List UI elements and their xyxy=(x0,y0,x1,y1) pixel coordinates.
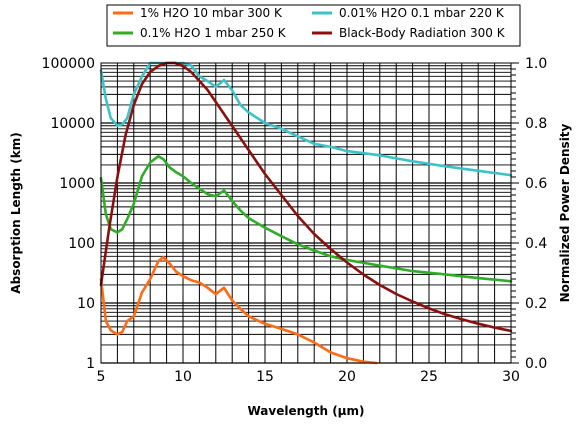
legend: 1% H2O 10 mbar 300 K 0.01% H2O 0.1 mbar 2… xyxy=(106,4,521,47)
x-tick-label: 5 xyxy=(97,369,106,385)
y-tick-label: 10 xyxy=(77,296,95,312)
legend-label: 0.1% H2O 1 mbar 250 K xyxy=(140,26,287,40)
y2-tick-label: 0.2 xyxy=(525,296,547,312)
tick-labels: 5 10 15 20 25 30 1 10 100 1000 10000 100000 0.0 0.2 0.… xyxy=(42,56,548,385)
series-line-1 xyxy=(99,255,378,365)
x-tick-label: 10 xyxy=(174,369,192,385)
y-tick-label: 10000 xyxy=(50,116,95,132)
x-tick-label: 20 xyxy=(338,369,356,385)
x-tick-label: 25 xyxy=(420,369,438,385)
y2-tick-label: 0.6 xyxy=(525,176,547,192)
y-tick-label: 1000 xyxy=(59,176,95,192)
y-tick-label: 100000 xyxy=(42,56,95,72)
legend-label: Black-Body Radiation 300 K xyxy=(339,26,506,40)
grid xyxy=(100,62,519,364)
series-line-2 xyxy=(99,61,513,177)
plot-frame xyxy=(100,62,512,364)
y-tick-label: 100 xyxy=(68,236,95,252)
legend-label: 0.01% H2O 0.1 mbar 220 K xyxy=(339,6,505,20)
x-tick-label: 15 xyxy=(256,369,274,385)
x-axis-title: Wavelength (µm) xyxy=(247,404,364,418)
y2-tick-label: 1.0 xyxy=(525,56,547,72)
y2-axis-title: Normalized Power Density xyxy=(558,123,572,302)
legend-label: 1% H2O 10 mbar 300 K xyxy=(140,6,283,20)
y-tick-label: 1 xyxy=(86,356,95,372)
y2-tick-label: 0.4 xyxy=(525,236,547,252)
y2-tick-label: 0.0 xyxy=(525,356,547,372)
series-line-4 xyxy=(99,61,513,333)
series-lines xyxy=(99,61,513,365)
x-tick-label: 30 xyxy=(502,369,520,385)
y-axis-title: Absorption Length (km) xyxy=(9,132,23,293)
y2-tick-label: 0.8 xyxy=(525,116,547,132)
